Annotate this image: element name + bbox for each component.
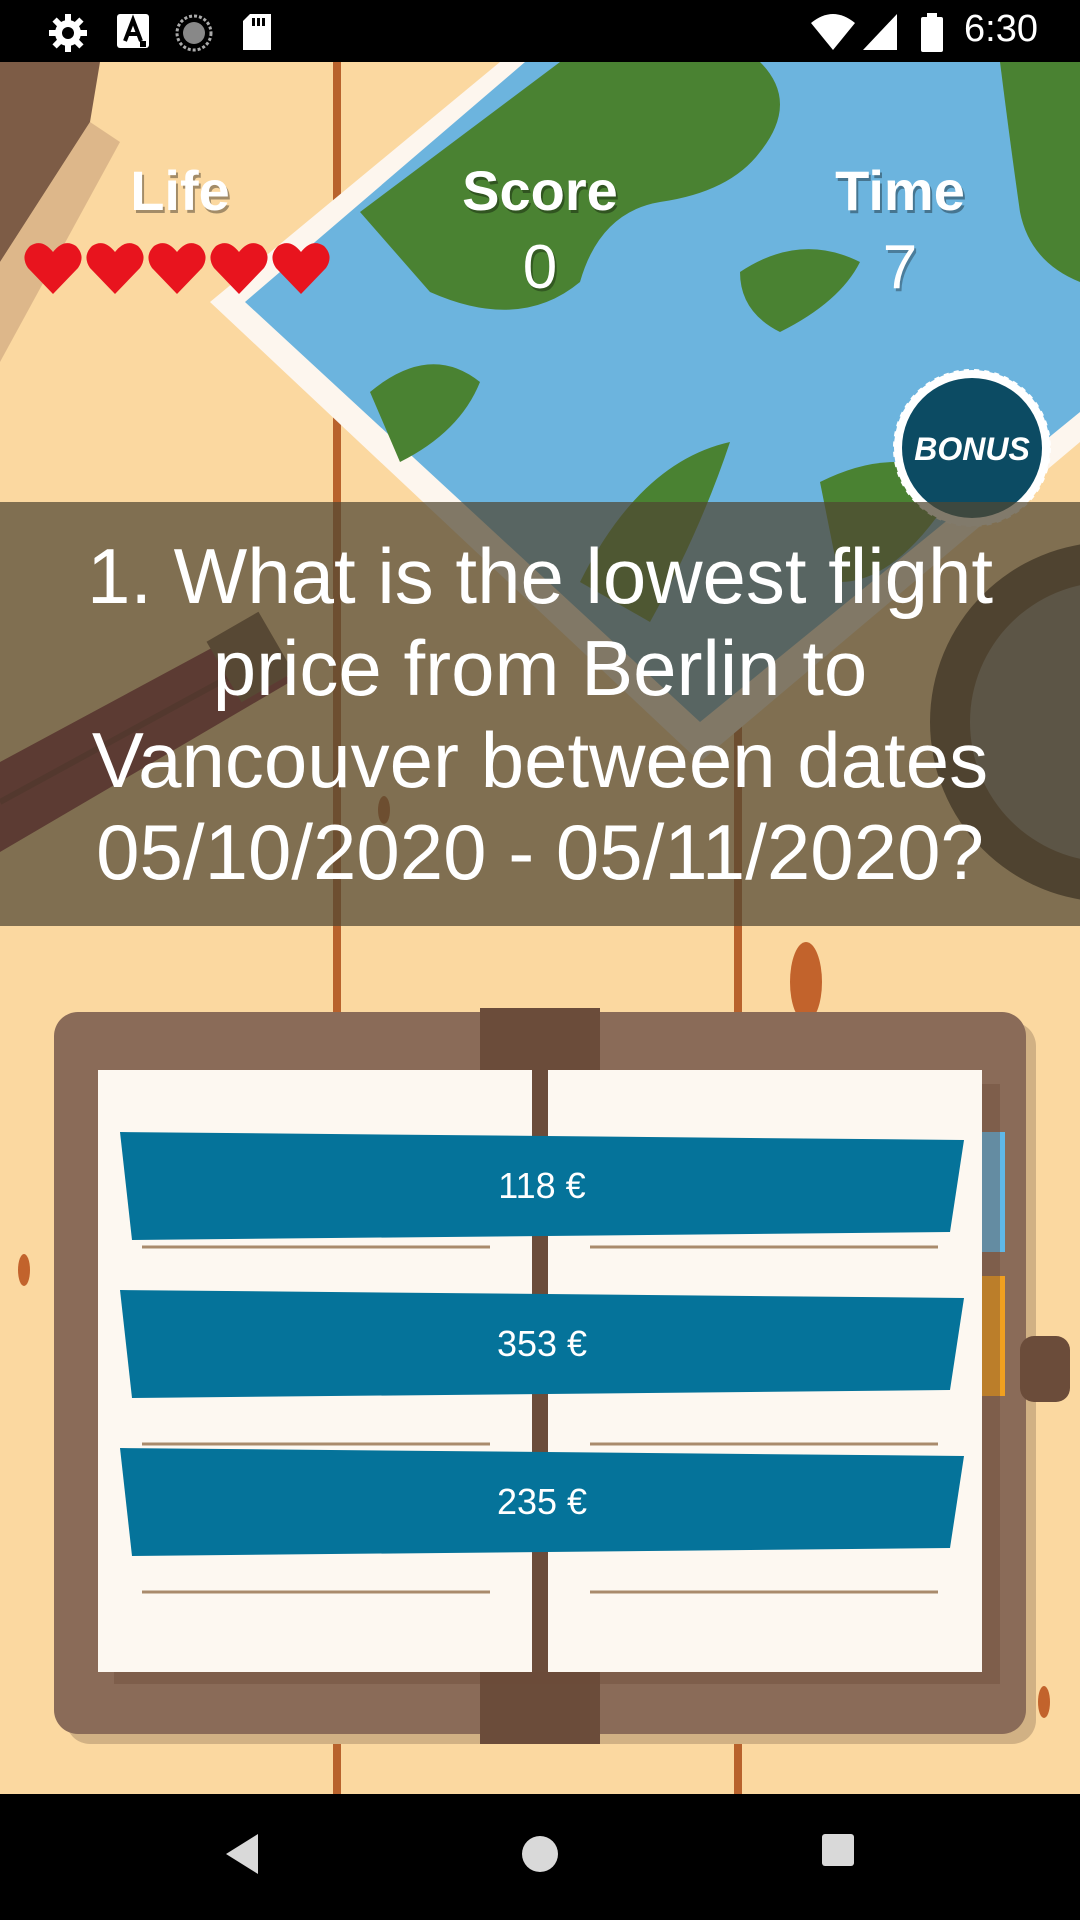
answer-label: 118 € xyxy=(498,1165,586,1206)
answer-label: 235 € xyxy=(496,1481,588,1522)
life-hearts xyxy=(24,240,344,300)
score-value: 0 xyxy=(522,233,558,302)
score-label: Score xyxy=(462,159,618,222)
bonus-label: BONUS xyxy=(914,431,1030,467)
status-bar: 6:30 xyxy=(0,0,1080,62)
bonus-badge[interactable]: BONUS xyxy=(892,368,1052,528)
cell-signal-icon xyxy=(863,14,897,50)
heart-icon xyxy=(210,243,268,294)
wifi-icon xyxy=(811,14,855,50)
bonus-badge-icon: BONUS xyxy=(893,369,1051,527)
question-panel: 1. What is the lowest flight price from … xyxy=(0,502,1080,926)
sync-circle-icon xyxy=(175,14,213,52)
answer-button-1[interactable]: 118 € xyxy=(120,1132,964,1240)
heart-icon xyxy=(148,243,206,294)
heart-icon xyxy=(272,243,330,294)
heart-icon xyxy=(86,243,144,294)
accessibility-a-icon xyxy=(117,14,149,48)
home-icon[interactable] xyxy=(518,1832,562,1876)
settings-icon xyxy=(49,14,87,52)
answer-button-3[interactable]: 235 € xyxy=(120,1448,964,1556)
battery-icon xyxy=(921,13,943,52)
clock: 6:30 xyxy=(964,8,1038,50)
time-value: 7 xyxy=(882,233,918,302)
question-text: 1. What is the lowest flight price from … xyxy=(86,532,994,896)
heart-icon xyxy=(24,243,82,294)
recents-icon[interactable] xyxy=(820,1832,856,1868)
answer-shape xyxy=(120,1132,964,1240)
answer-shape xyxy=(120,1290,964,1398)
answer-label: 353 € xyxy=(496,1323,588,1364)
time-label: Time xyxy=(835,159,965,222)
navigation-bar xyxy=(0,1794,1080,1920)
answer-shape xyxy=(120,1448,964,1556)
game-screen: Life Score 0 Time 7 BONUS 1. What is the… xyxy=(0,62,1080,1794)
sd-card-icon xyxy=(243,14,271,50)
back-icon[interactable] xyxy=(222,1832,262,1876)
life-label: Life xyxy=(130,159,230,222)
answer-button-2[interactable]: 353 € xyxy=(120,1290,964,1398)
